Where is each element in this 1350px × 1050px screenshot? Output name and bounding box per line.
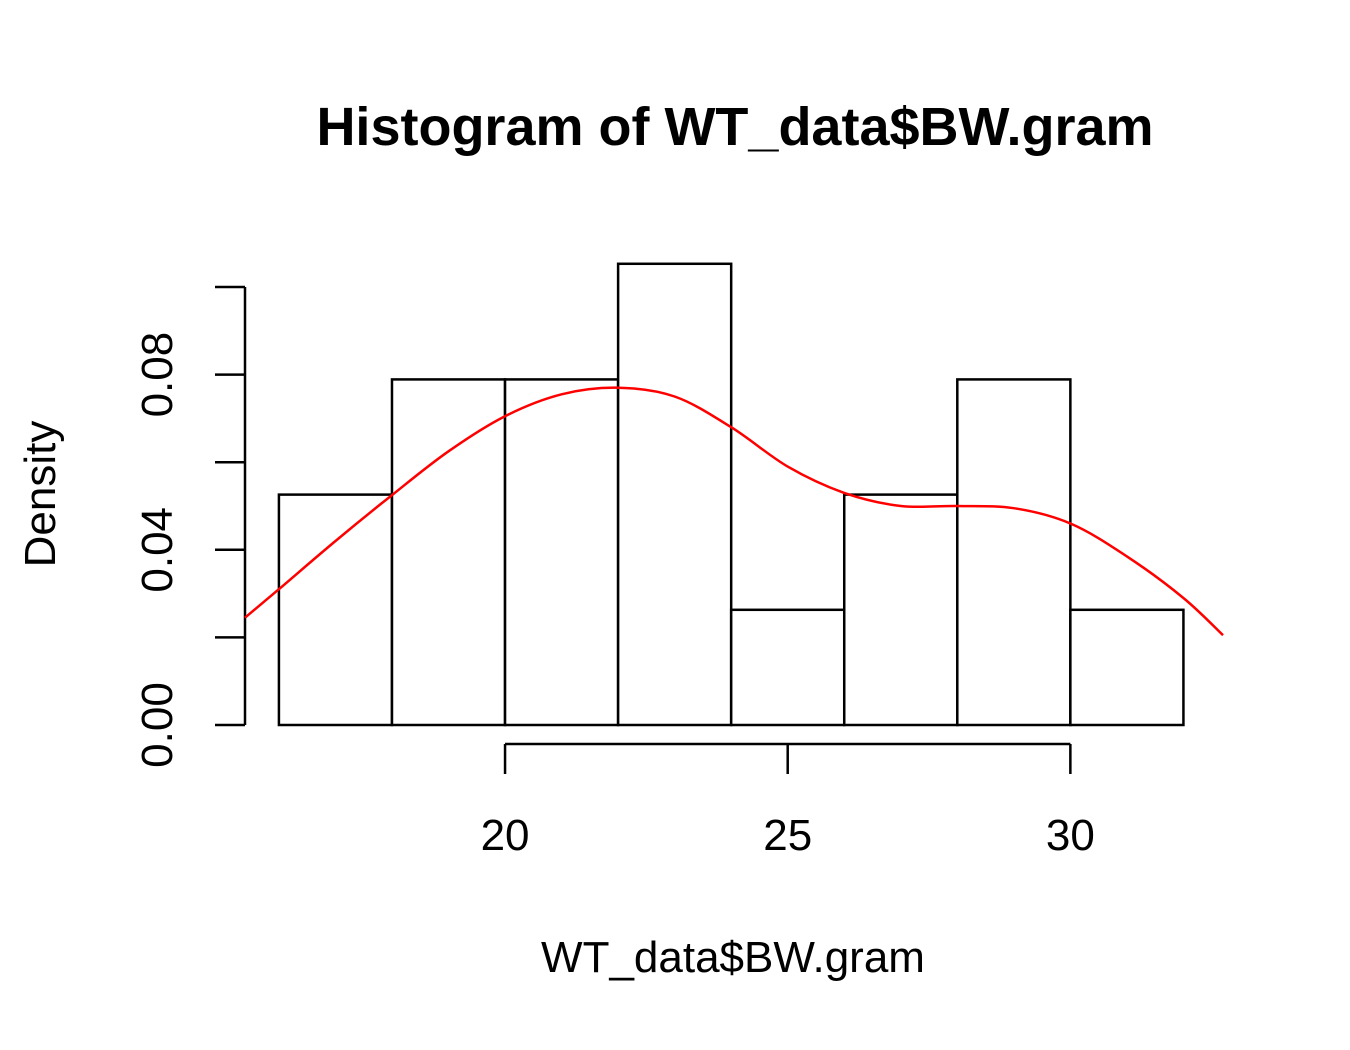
y-tick-label: 0.00 [133, 682, 182, 768]
density-curve [244, 386, 1224, 637]
histogram-bar [616, 262, 733, 727]
y-tick-label: 0.04 [133, 507, 182, 593]
x-tick-label: 30 [1046, 811, 1095, 860]
histogram-bar [842, 493, 959, 727]
histogram-bar [277, 493, 394, 727]
x-axis: 20 25 30 [481, 742, 1095, 860]
histogram-bar [729, 608, 846, 727]
histogram-bar [956, 378, 1072, 727]
x-tick-label: 20 [481, 811, 530, 860]
y-tick-label: 0.08 [133, 332, 182, 418]
chart-title: Histogram of WT_data$BW.gram [316, 97, 1153, 157]
histogram-bars [277, 262, 1185, 727]
histogram-bar [503, 378, 620, 727]
histogram-bar [390, 378, 507, 727]
x-axis-label: WT_data$BW.gram [541, 933, 925, 982]
x-tick-label: 25 [763, 811, 812, 860]
y-axis: 0.00 0.04 0.08 [133, 285, 247, 768]
histogram-bar [1069, 608, 1185, 727]
y-axis-label: Density [16, 421, 65, 568]
